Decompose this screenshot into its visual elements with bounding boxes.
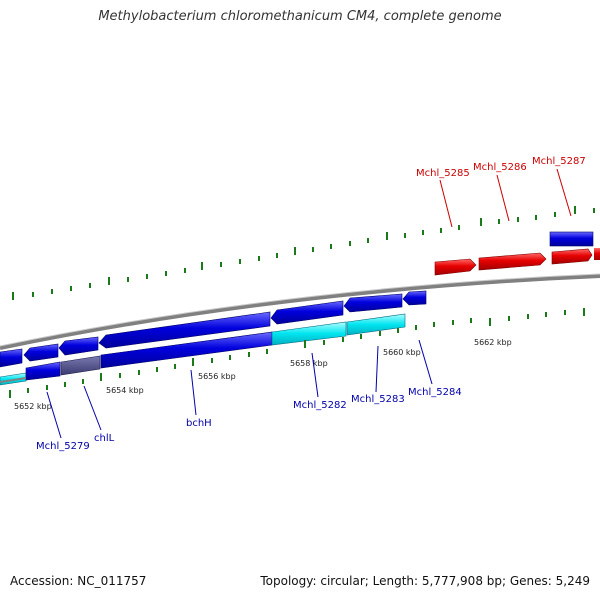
- gene-mchl-5283[interactable]: [346, 313, 406, 336]
- map-title: Methylobacterium chloromethanicum CM4, c…: [98, 9, 502, 24]
- backbone-outer: [0, 274, 600, 350]
- reverse-genes-row2: [0, 313, 406, 386]
- gene-row1-b[interactable]: [23, 343, 59, 362]
- scale-label: 5660 kbp: [383, 348, 421, 357]
- gene-row1-d[interactable]: [98, 311, 271, 349]
- label-mchl-5286[interactable]: Mchl_5286: [473, 162, 527, 173]
- gene-mchl-5286[interactable]: [478, 252, 547, 271]
- gene-row1-a[interactable]: [0, 348, 23, 368]
- forward-gene-labels: Mchl_5285 Mchl_5286 Mchl_5287: [416, 156, 586, 179]
- label-mchl-5283[interactable]: Mchl_5283: [351, 394, 405, 405]
- outer-tick-track: [12, 206, 595, 300]
- scale-label: 5662 kbp: [474, 338, 512, 347]
- gene-row1-c[interactable]: [58, 336, 99, 356]
- label-mchl-5287[interactable]: Mchl_5287: [532, 156, 586, 167]
- reverse-genes-row1: [0, 290, 427, 368]
- label-mchl-5282[interactable]: Mchl_5282: [293, 400, 347, 411]
- gene-mchl-5279[interactable]: [25, 361, 61, 381]
- label-mchl-5284[interactable]: Mchl_5284: [408, 387, 462, 398]
- gene-mchl-5287-upper[interactable]: [549, 231, 594, 247]
- scale-labels: 5652 kbp 5654 kbp 5656 kbp 5658 kbp 5660…: [14, 338, 512, 411]
- backbone-outer-highlight: [0, 273, 600, 347]
- reverse-label-leaders: [46, 339, 433, 439]
- label-mchl-5279[interactable]: Mchl_5279: [36, 441, 90, 452]
- forward-label-leaders: [439, 168, 572, 228]
- label-chll[interactable]: chlL: [94, 433, 115, 444]
- gene-chll[interactable]: [60, 355, 101, 376]
- backbone-inner: [0, 377, 27, 383]
- forward-genes: [434, 231, 600, 276]
- gene-mchl-5285[interactable]: [434, 258, 477, 276]
- gene-mchl-5288[interactable]: [594, 248, 600, 260]
- gene-row1-f[interactable]: [343, 293, 403, 313]
- scale-label: 5654 kbp: [106, 386, 144, 395]
- gene-mchl-5287[interactable]: [551, 248, 593, 265]
- gene-row1-g[interactable]: [402, 290, 427, 306]
- scale-label: 5652 kbp: [14, 402, 52, 411]
- scale-label: 5658 kbp: [290, 359, 328, 368]
- gene-mchl-5282[interactable]: [271, 321, 347, 346]
- inner-tick-track: [9, 308, 585, 398]
- reverse-gene-labels: Mchl_5279 chlL bchH Mchl_5282 Mchl_5283 …: [36, 387, 462, 452]
- gene-row1-e[interactable]: [270, 300, 344, 325]
- accession-text: Accession: NC_011757: [10, 574, 147, 588]
- genome-summary-text: Topology: circular; Length: 5,777,908 bp…: [260, 574, 590, 588]
- label-bchh[interactable]: bchH: [186, 418, 212, 429]
- label-mchl-5285[interactable]: Mchl_5285: [416, 168, 470, 179]
- scale-label: 5656 kbp: [198, 372, 236, 381]
